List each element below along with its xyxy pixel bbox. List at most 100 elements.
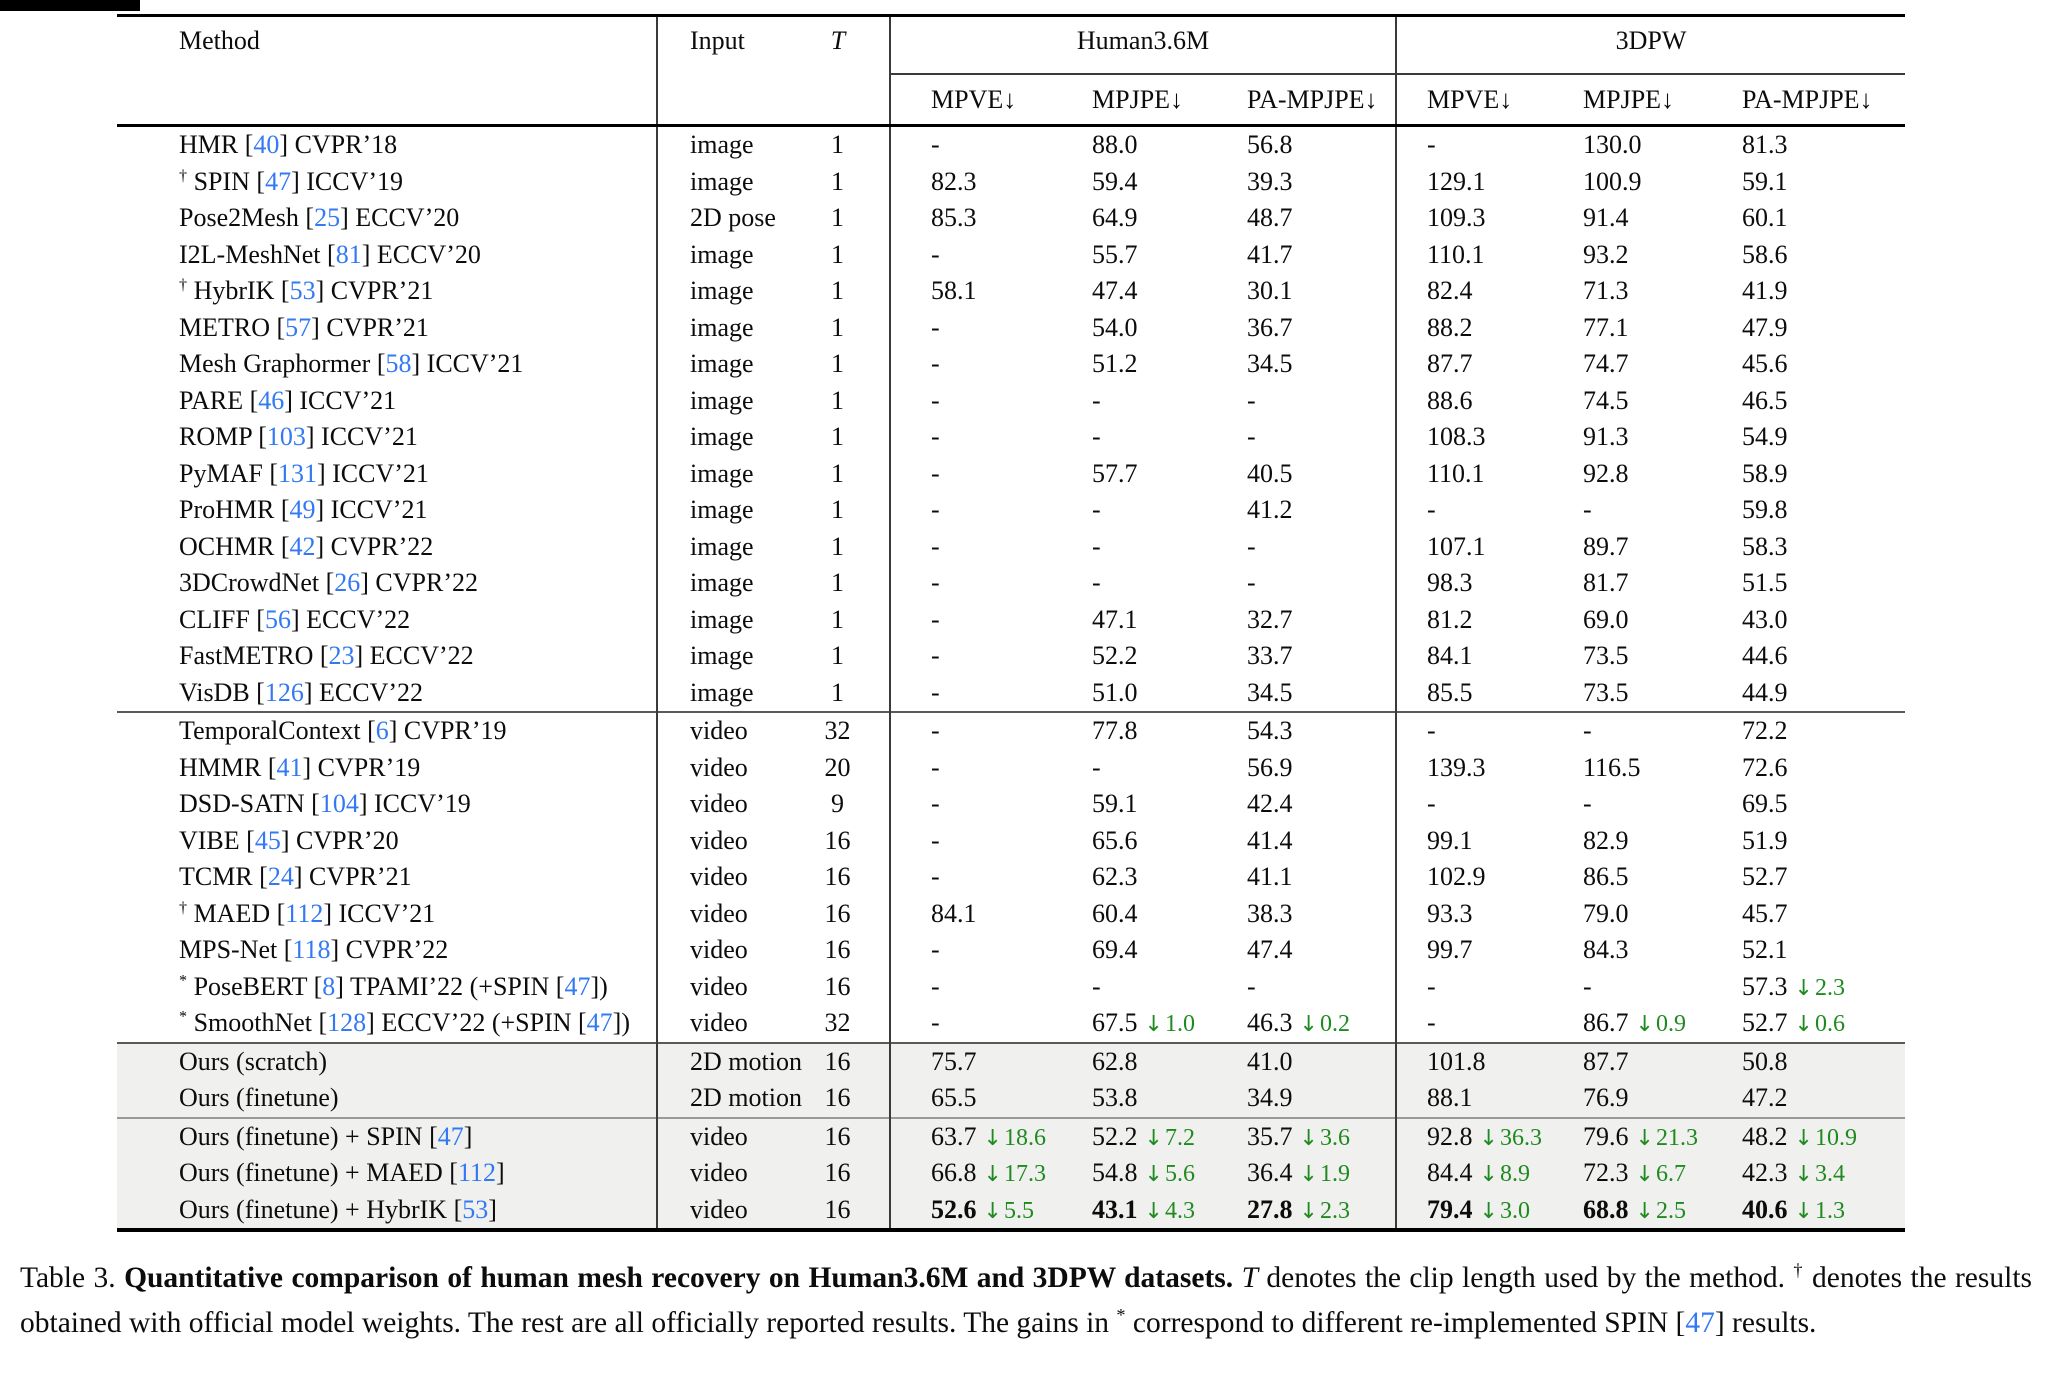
- method-cell: † MAED [112] ICCV’21: [117, 896, 657, 933]
- citation-link[interactable]: 58: [385, 349, 412, 379]
- citation-link[interactable]: 128: [327, 1008, 367, 1038]
- metric-value: 51.5: [1742, 568, 1788, 598]
- method-cell: HMR [40] CVPR’18: [117, 126, 657, 164]
- text-run: Ours (finetune) + HybrIK [: [179, 1194, 463, 1224]
- method-cell: ProHMR [49] ICCV’21: [117, 492, 657, 529]
- down-arrow-icon: ↓: [1794, 1162, 1813, 1188]
- metric-value-cell: -: [889, 1005, 1050, 1043]
- metric-value: -: [1247, 385, 1256, 415]
- metric-value-cell: 56.9: [1205, 750, 1396, 787]
- clip-length-cell: 1: [831, 385, 844, 415]
- input-cell: image: [656, 528, 800, 565]
- metric-value: -: [931, 312, 940, 342]
- method-cell: MPS-Net [118] CVPR’22: [117, 932, 657, 969]
- citation-link[interactable]: 118: [292, 935, 331, 965]
- metric-value-cell: 41.9: [1710, 273, 1905, 310]
- citation-link[interactable]: 56: [264, 604, 291, 634]
- citation-link[interactable]: 42: [289, 531, 316, 561]
- citation-link[interactable]: 131: [277, 458, 317, 488]
- footnote-marker: *: [1116, 1305, 1126, 1326]
- metric-value-cell: -: [889, 528, 1050, 565]
- clip-length-cell: 1: [831, 422, 844, 452]
- text-run: DSD-SATN [: [179, 789, 320, 819]
- citation-link[interactable]: 49: [289, 495, 316, 525]
- citation-link[interactable]: 53: [289, 276, 316, 306]
- citation-link[interactable]: 81: [335, 239, 362, 269]
- citation-link[interactable]: 104: [319, 789, 359, 819]
- method-cell: Mesh Graphormer [58] ICCV’21: [117, 346, 657, 383]
- column-header-h36m-pa-mpjpe: PA-MPJPE↓: [1247, 85, 1378, 114]
- metric-value-cell: 88.6: [1395, 382, 1553, 419]
- metric-value-cell: 47.4: [1205, 932, 1396, 969]
- citation-link[interactable]: 47: [586, 1008, 613, 1038]
- citation-link[interactable]: 25: [314, 203, 341, 233]
- clip-length-cell: 16: [800, 1080, 890, 1118]
- metric-value-cell: -: [889, 968, 1050, 1005]
- metric-value-cell: 52.1: [1710, 932, 1905, 969]
- metric-value-cell: -: [889, 822, 1050, 859]
- text-run: ] ICCV’21: [284, 385, 397, 415]
- metric-value-cell: 38.3: [1205, 896, 1396, 933]
- metric-value-cell: 45.7: [1710, 896, 1905, 933]
- citation-link[interactable]: 8: [322, 971, 336, 1001]
- metric-value: -: [931, 971, 940, 1001]
- down-arrow-icon: ↓: [1635, 1012, 1654, 1038]
- metric-value-cell: 92.8: [1553, 456, 1710, 493]
- metric-value: -: [1427, 716, 1436, 746]
- citation-link[interactable]: 47: [564, 971, 591, 1001]
- metric-value: 108.3: [1427, 422, 1486, 452]
- metric-value-cell: 56.8: [1205, 126, 1396, 164]
- metric-value-cell: 33.7: [1205, 638, 1396, 675]
- metric-value: 87.7: [1427, 349, 1473, 379]
- metric-value: 99.7: [1427, 935, 1473, 965]
- metric-value: -: [1247, 531, 1256, 561]
- citation-link[interactable]: 26: [334, 568, 361, 598]
- citation-link[interactable]: 24: [267, 862, 294, 892]
- metric-value-cell: -: [1395, 712, 1553, 750]
- citation-link[interactable]: 47: [1685, 1307, 1715, 1339]
- table-body: HMR [40] CVPR’18 image 1-88.0 56.8-130.0 81.…: [117, 125, 1905, 1230]
- down-arrow-icon: ↓: [1479, 1125, 1498, 1151]
- metric-value-cell: 91.3: [1553, 419, 1710, 456]
- metric-value-cell: 40.6 ↓1.3: [1710, 1191, 1905, 1230]
- group-header-3dpw: 3DPW: [1395, 15, 1905, 75]
- header-metric-row: MPVE↓ MPJPE↓ PA-MPJPE↓ MPVE↓ MPJPE↓ PA-MPJPE↓: [117, 74, 1905, 126]
- table-row: † HybrIK [53] CVPR’21 image 1 58.1 47.4 30.1 8…: [117, 273, 1905, 310]
- clip-length-cell: 20: [824, 752, 851, 782]
- method-cell: VIBE [45] CVPR’20: [117, 823, 657, 860]
- metric-value-cell: 45.6: [1710, 346, 1905, 383]
- metric-value: 77.8: [1092, 716, 1138, 746]
- text-run: METRO [: [179, 312, 286, 342]
- citation-link[interactable]: 6: [375, 716, 389, 746]
- metric-value-cell: 86.7 ↓0.9: [1553, 1005, 1710, 1043]
- metric-value: 62.8: [1092, 1046, 1138, 1076]
- citation-link[interactable]: 46: [258, 385, 285, 415]
- citation-link[interactable]: 40: [253, 130, 280, 160]
- citation-link[interactable]: 103: [266, 422, 306, 452]
- citation-link[interactable]: 47: [437, 1121, 464, 1151]
- metric-value-cell: 35.7 ↓3.6: [1205, 1117, 1396, 1155]
- metric-value-cell: -: [1553, 712, 1710, 750]
- clip-length-cell: 16: [824, 935, 851, 965]
- gain-annotation: ↓3.6: [1299, 1124, 1350, 1151]
- down-arrow-icon: ↓: [1299, 1198, 1318, 1224]
- citation-link[interactable]: 47: [265, 166, 292, 196]
- citation-link[interactable]: 45: [254, 825, 281, 855]
- citation-link[interactable]: 112: [285, 898, 324, 928]
- metric-value: 88.2: [1427, 312, 1473, 342]
- metric-value-cell: -: [889, 455, 1050, 492]
- metric-value: 93.3: [1427, 898, 1473, 928]
- citation-link[interactable]: 112: [457, 1158, 496, 1188]
- citation-link[interactable]: 57: [285, 312, 312, 342]
- citation-link[interactable]: 41: [276, 752, 303, 782]
- clip-length-cell: 16: [824, 862, 851, 892]
- citation-link[interactable]: 53: [462, 1194, 489, 1224]
- metric-value: 66.8: [931, 1158, 977, 1188]
- metric-value: -: [931, 825, 940, 855]
- text-run: ] CVPR’18: [279, 130, 398, 160]
- citation-link[interactable]: 23: [328, 641, 355, 671]
- footnote-marker: *: [179, 1008, 188, 1026]
- citation-link[interactable]: 126: [264, 677, 304, 707]
- metric-value-cell: 36.7: [1205, 310, 1396, 347]
- metric-value-cell: -: [889, 236, 1050, 273]
